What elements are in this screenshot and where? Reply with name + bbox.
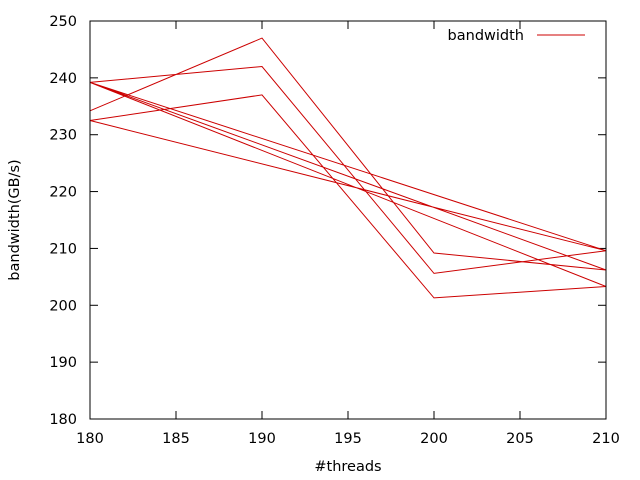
x-tick-label: 185	[162, 431, 190, 447]
y-tick-label: 200	[49, 298, 77, 314]
y-tick-label: 190	[49, 355, 77, 371]
x-tick-label: 200	[420, 431, 448, 447]
series-line	[89, 37, 607, 299]
y-tick-label: 250	[49, 14, 77, 30]
y-axis-label: bandwidth(GB/s)	[7, 159, 23, 280]
y-tick-label: 230	[49, 128, 77, 144]
tick-label-group: 180 185 190 195 200 205 210 180 190 200 210 220 230 2…	[49, 14, 620, 447]
x-axis-label: #threads	[314, 459, 381, 475]
legend-label: bandwidth	[448, 28, 524, 44]
y-tick-label: 210	[49, 241, 77, 257]
y-tick-label: 220	[49, 185, 77, 201]
plot-frame	[89, 20, 607, 420]
legend: bandwidth	[448, 28, 585, 44]
x-tick-label: 195	[334, 431, 362, 447]
x-tick-label: 190	[248, 431, 276, 447]
x-tick-label: 210	[592, 431, 620, 447]
x-tick-label: 205	[506, 431, 534, 447]
y-tick-label: 180	[49, 412, 77, 428]
series-group	[89, 37, 607, 299]
y-tick-label: 240	[49, 71, 77, 87]
x-tick-label: 180	[76, 431, 104, 447]
